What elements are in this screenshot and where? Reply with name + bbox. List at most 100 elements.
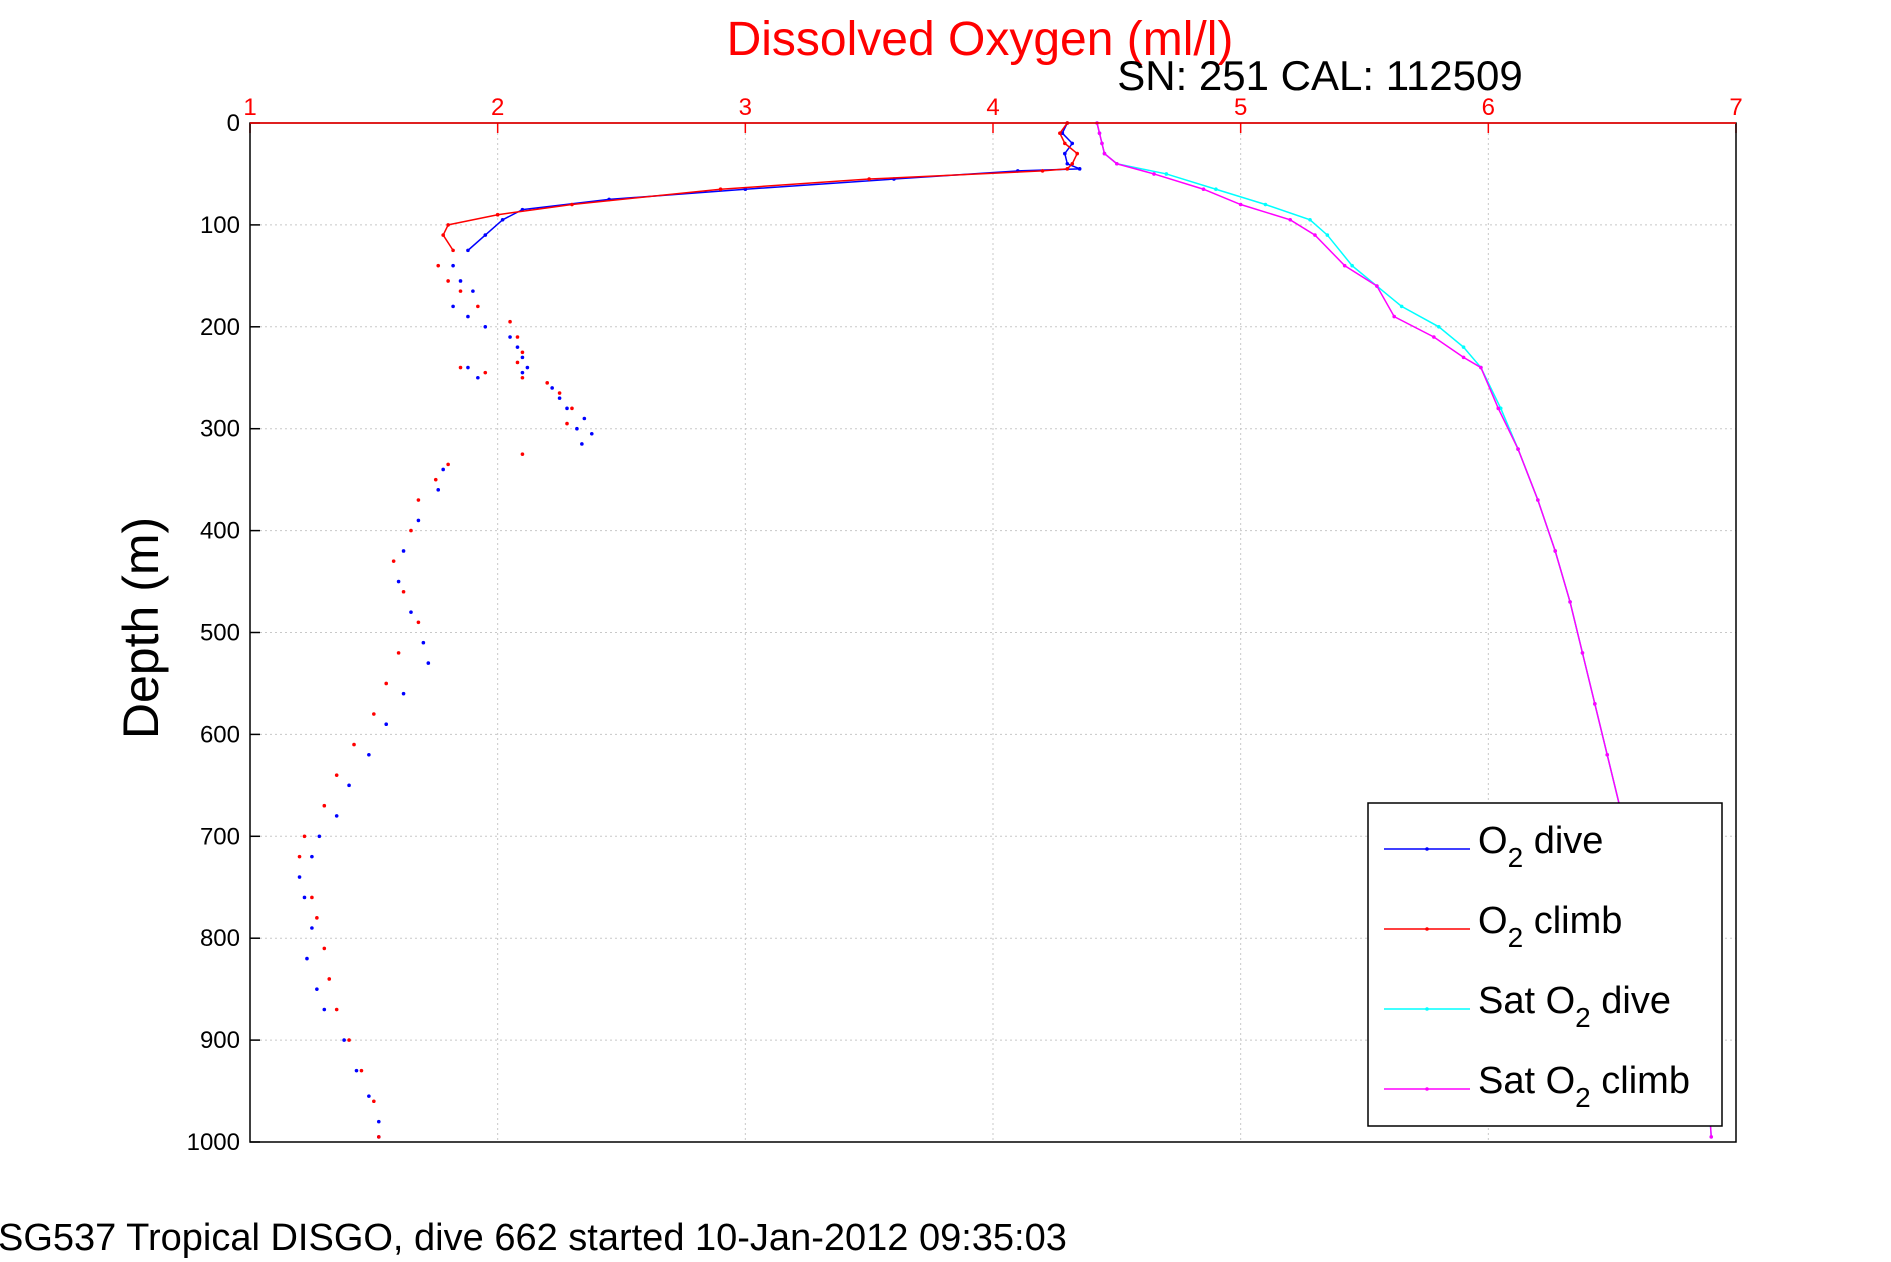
data-point xyxy=(396,579,401,584)
data-point xyxy=(575,426,579,431)
y-tick-label: 600 xyxy=(200,721,240,748)
data-point xyxy=(310,854,314,859)
data-point xyxy=(520,355,525,360)
data-point xyxy=(446,462,450,467)
data-point xyxy=(483,233,488,237)
data-point xyxy=(1164,172,1169,176)
data-point xyxy=(391,559,396,563)
data-point xyxy=(372,1099,376,1104)
legend-marker xyxy=(1425,847,1429,851)
data-point xyxy=(1392,314,1397,319)
data-point xyxy=(1553,549,1558,553)
data-point xyxy=(401,691,406,696)
data-point xyxy=(441,467,445,472)
data-point xyxy=(334,1007,339,1012)
data-point xyxy=(466,314,470,319)
data-point xyxy=(1201,187,1206,192)
series-segment xyxy=(484,219,504,236)
data-point xyxy=(376,1135,381,1139)
y-tick-label: 100 xyxy=(200,212,240,239)
data-point xyxy=(433,477,438,482)
series-segment xyxy=(1042,168,1068,172)
data-point xyxy=(520,452,525,456)
legend-label: Sat O2 dive xyxy=(1478,980,1671,1033)
x-tick-label: 1 xyxy=(243,94,256,121)
y-tick-label: 900 xyxy=(200,1027,240,1054)
series-segment xyxy=(571,188,721,206)
data-point xyxy=(436,488,441,492)
series-0 xyxy=(297,121,1082,1139)
data-point xyxy=(545,381,549,385)
series-segment xyxy=(1059,132,1066,144)
data-point xyxy=(1070,161,1075,166)
x-tick-label: 6 xyxy=(1482,94,1495,121)
data-point xyxy=(384,681,389,686)
data-point xyxy=(322,803,327,808)
data-point xyxy=(1580,651,1585,655)
x-tick-label: 2 xyxy=(491,94,504,121)
data-point xyxy=(347,1038,351,1042)
data-point xyxy=(1075,151,1080,156)
data-point xyxy=(466,248,470,253)
legend-marker xyxy=(1425,927,1429,931)
data-point xyxy=(476,304,480,309)
data-point xyxy=(1605,752,1610,757)
data-point xyxy=(1709,1135,1714,1139)
legend: O2 dive O2 climb Sat O2 dive Sat O2 climb xyxy=(1367,802,1723,1127)
data-point xyxy=(451,304,455,309)
data-point xyxy=(297,854,302,859)
data-point xyxy=(1040,169,1045,173)
data-point xyxy=(1214,187,1218,192)
data-point xyxy=(1238,202,1243,207)
data-point xyxy=(867,177,871,181)
data-point xyxy=(322,1007,327,1012)
data-point xyxy=(1461,355,1466,360)
data-point xyxy=(302,895,307,900)
data-point xyxy=(1342,263,1347,268)
legend-marker xyxy=(1425,1007,1429,1011)
data-point xyxy=(322,946,327,951)
y-axis-label: Depth (m) xyxy=(113,517,169,739)
data-point xyxy=(1115,161,1119,166)
data-point xyxy=(500,218,505,222)
data-point xyxy=(476,375,480,380)
data-point xyxy=(401,549,406,553)
footer-caption: SG537 Tropical DISGO, dive 662 started 1… xyxy=(0,1217,1067,1259)
data-point xyxy=(1432,335,1436,339)
data-point xyxy=(1516,447,1520,451)
legend-item: Sat O2 climb xyxy=(1384,1060,1690,1113)
data-point xyxy=(436,263,441,268)
data-point xyxy=(557,396,562,400)
data-point xyxy=(1313,233,1317,237)
legend-marker xyxy=(1425,1087,1429,1091)
data-point xyxy=(396,651,401,655)
data-point xyxy=(354,1068,359,1073)
data-point xyxy=(401,589,406,594)
series-segment xyxy=(522,198,610,211)
data-point xyxy=(1399,304,1404,309)
data-point xyxy=(1536,498,1540,502)
x-tick-label: 7 xyxy=(1729,94,1742,121)
data-point xyxy=(367,1094,371,1098)
data-point xyxy=(327,977,332,981)
data-point xyxy=(421,640,426,645)
series-1 xyxy=(297,121,1080,1139)
legend-box xyxy=(1367,802,1723,1127)
y-tick-label: 800 xyxy=(200,925,240,952)
data-point xyxy=(416,518,421,523)
data-point xyxy=(1152,172,1156,176)
data-point xyxy=(1308,218,1312,222)
data-point xyxy=(1461,345,1466,349)
data-point xyxy=(1070,141,1075,146)
data-point xyxy=(315,916,319,920)
data-point xyxy=(416,498,421,502)
data-point xyxy=(483,325,488,329)
data-point xyxy=(466,365,470,370)
data-point xyxy=(1496,406,1501,411)
data-point xyxy=(441,233,445,237)
x-tick-label: 4 xyxy=(986,94,999,121)
data-point xyxy=(1065,167,1070,171)
data-point xyxy=(1100,141,1104,146)
data-point xyxy=(1102,151,1107,156)
data-point xyxy=(302,834,307,839)
